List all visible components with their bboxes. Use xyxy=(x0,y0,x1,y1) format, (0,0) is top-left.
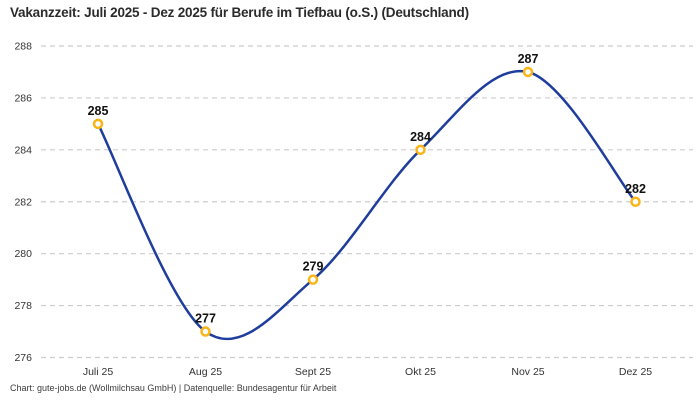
y-tick-label: 276 xyxy=(14,352,32,364)
y-tick-label: 286 xyxy=(14,92,32,104)
data-point-label: 282 xyxy=(625,182,646,196)
data-point-marker xyxy=(200,326,211,337)
x-tick-label: Dez 25 xyxy=(619,366,652,378)
data-point-label: 285 xyxy=(88,104,109,118)
x-tick-label: Juli 25 xyxy=(83,366,114,378)
data-point-marker xyxy=(92,118,104,130)
data-point-marker xyxy=(630,196,641,207)
y-tick-label: 280 xyxy=(14,248,32,260)
data-point-marker xyxy=(307,274,319,285)
series-line xyxy=(96,69,637,341)
chart-source-credit: Chart: gute-jobs.de (Wollmilchsau GmbH) … xyxy=(10,383,337,393)
y-tick-label: 288 xyxy=(14,41,32,53)
data-point-marker xyxy=(415,144,426,156)
y-tick-label: 282 xyxy=(14,196,32,208)
data-point-label: 277 xyxy=(195,312,216,326)
x-tick-label: Aug 25 xyxy=(189,366,222,378)
x-tick-label: Okt 25 xyxy=(405,366,436,378)
data-point-label: 279 xyxy=(303,260,324,274)
data-point-marker xyxy=(522,66,534,78)
x-tick-label: Nov 25 xyxy=(511,366,544,378)
x-tick-label: Sept 25 xyxy=(295,366,331,378)
data-point-label: 284 xyxy=(410,130,431,144)
data-point-label: 287 xyxy=(518,52,539,66)
y-tick-label: 284 xyxy=(14,144,32,156)
chart-title: Vakanzzeit: Juli 2025 - Dez 2025 für Ber… xyxy=(10,5,469,20)
y-tick-label: 278 xyxy=(14,300,32,312)
